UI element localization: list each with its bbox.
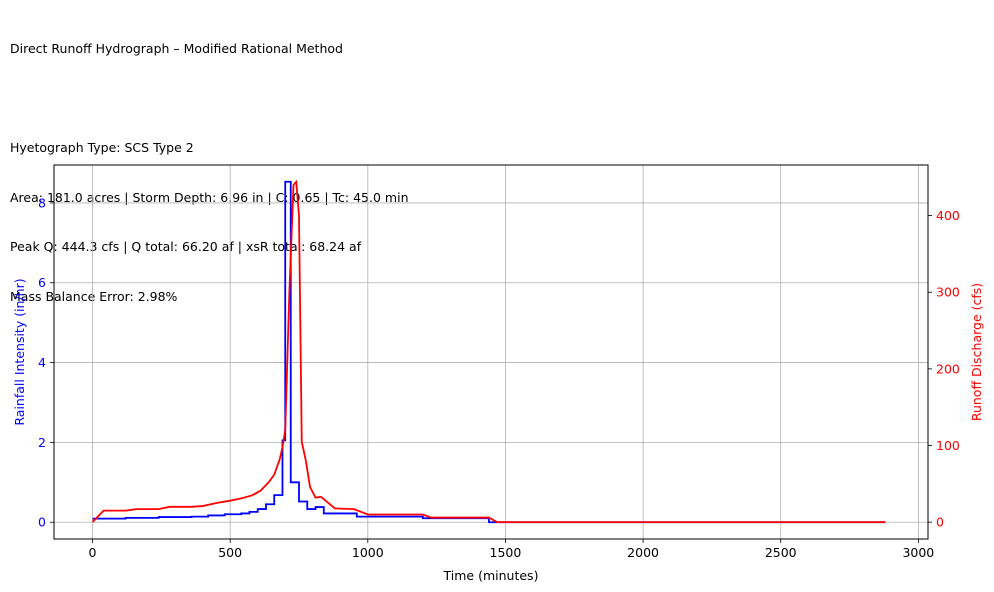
runoff-discharge-line xyxy=(91,179,886,524)
parameters-line: Area: 181.0 acres | Storm Depth: 6.96 in… xyxy=(10,189,409,205)
right-y-tick-label: 300 xyxy=(936,285,960,300)
left-y-tick-label: 6 xyxy=(38,275,46,290)
x-tick-label: 0 xyxy=(89,545,97,560)
right-y-axis-label: Runoff Discharge (cfs) xyxy=(969,283,984,421)
x-tick-label: 1500 xyxy=(490,545,522,560)
mass-balance-line: Mass Balance Error: 2.98% xyxy=(10,288,178,304)
plot-frame xyxy=(53,164,929,540)
x-tick-label: 500 xyxy=(218,545,242,560)
x-tick-label: 2500 xyxy=(765,545,797,560)
grid-lines xyxy=(54,165,928,539)
right-y-tick-label: 400 xyxy=(936,208,960,223)
x-tick-label: 2000 xyxy=(627,545,659,560)
right-y-tick-label: 200 xyxy=(936,361,960,376)
chart-title: Direct Runoff Hydrograph – Modified Rati… xyxy=(10,41,343,56)
axes: 0 500 1000 1500 2000 2500 30000246801002003004… xyxy=(38,195,960,560)
left-y-axis-label: Rainfall Intensity (in/hr) xyxy=(12,278,27,425)
hyetograph-type-line: Hyetograph Type: SCS Type 2 xyxy=(10,140,194,155)
left-y-tick-label: 0 xyxy=(38,515,46,530)
x-axis-label: Time (minutes) xyxy=(443,568,539,583)
right-y-tick-label: 100 xyxy=(936,438,960,453)
rainfall-intensity-line xyxy=(92,180,886,524)
left-y-tick-label: 4 xyxy=(38,355,46,370)
peak-totals-line: Peak Q: 444.3 cfs | Q total: 66.20 af | … xyxy=(10,239,362,254)
x-tick-label: 1000 xyxy=(352,545,384,560)
x-tick-label: 3000 xyxy=(902,545,934,560)
series-layer xyxy=(91,179,886,524)
chart-header: Direct Runoff Hydrograph – Modified Rati… xyxy=(10,8,409,322)
right-y-tick-label: 0 xyxy=(936,515,944,530)
left-y-tick-label: 8 xyxy=(38,195,46,210)
left-y-tick-label: 2 xyxy=(38,435,46,450)
